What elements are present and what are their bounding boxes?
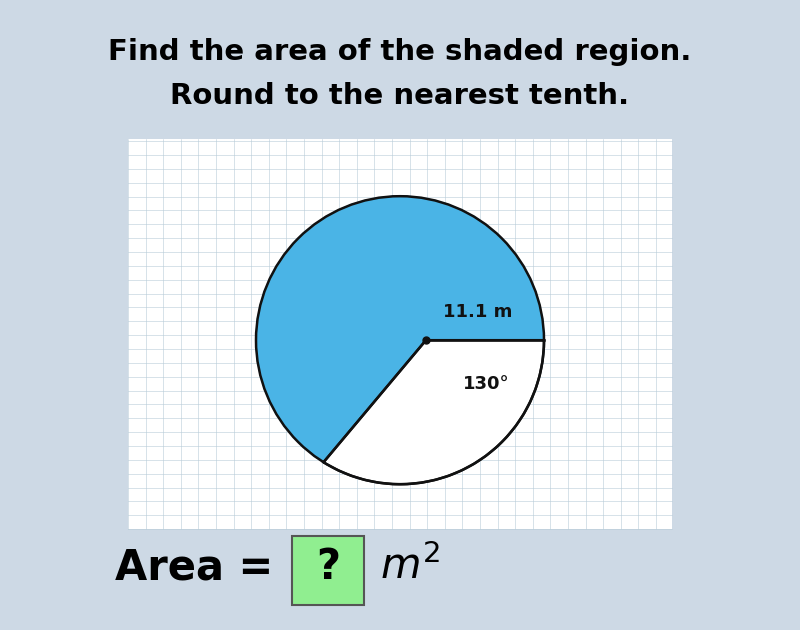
Text: Area =: Area = [115,546,288,588]
Text: Round to the nearest tenth.: Round to the nearest tenth. [170,82,630,110]
Text: 11.1 m: 11.1 m [443,304,513,321]
FancyBboxPatch shape [292,536,364,605]
Text: $m^2$: $m^2$ [380,546,440,588]
Text: 130°: 130° [462,375,510,392]
Text: Find the area of the shaded region.: Find the area of the shaded region. [108,38,692,66]
Polygon shape [323,340,544,484]
Text: ?: ? [316,546,340,588]
Circle shape [256,196,544,484]
FancyBboxPatch shape [128,139,672,529]
